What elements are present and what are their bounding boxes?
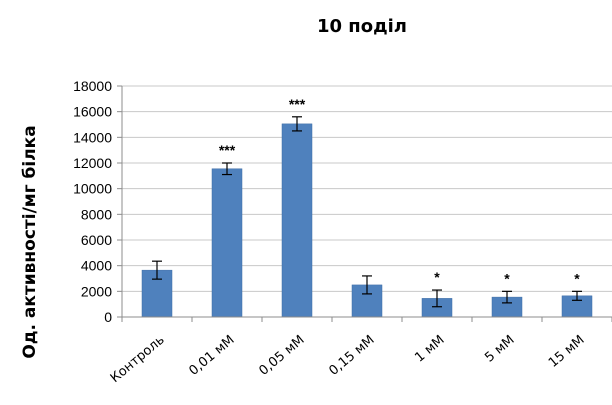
- y-tick-label: 18000: [73, 78, 112, 94]
- bar: [281, 123, 313, 318]
- y-axis-label: Од. активності/мг білка: [20, 125, 40, 358]
- y-tick-label: 4000: [81, 258, 112, 274]
- chart-title: 10 поділ: [317, 16, 407, 37]
- y-tick-label: 16000: [73, 104, 112, 120]
- axes: [117, 85, 612, 322]
- significance-label: *: [504, 270, 510, 286]
- significance-label: ***: [219, 142, 236, 158]
- x-tick-label: 5 мМ: [482, 333, 517, 366]
- y-tick-label: 14000: [73, 129, 112, 145]
- gridlines: [122, 85, 612, 318]
- y-tick-label: 10000: [73, 181, 112, 197]
- y-tick-label: 2000: [81, 283, 112, 299]
- x-tick-label: Контроль: [108, 333, 168, 387]
- x-tick-label: 0,15 мМ: [326, 333, 377, 379]
- significance-label: *: [434, 269, 440, 285]
- y-tick-label: 8000: [81, 206, 112, 222]
- y-axis-ticks: 0 2000 4000 6000 8000 10000 12000 14000 16000 180…: [73, 78, 112, 325]
- x-tick-label: 0,05 мМ: [256, 333, 307, 379]
- bar: [211, 168, 243, 318]
- x-tick-label: 15 мМ: [546, 333, 588, 371]
- y-tick-label: 0: [104, 309, 112, 325]
- bars: ******* * *: [141, 96, 593, 318]
- x-axis-ticks: Контроль 0,01 мМ 0,05 мМ 0,15 мМ 1 мМ 5 мМ 15 …: [108, 333, 588, 387]
- x-tick-label: 0,01 мМ: [186, 333, 237, 379]
- x-tick-label: 1 мМ: [412, 333, 447, 366]
- y-tick-label: 12000: [73, 155, 112, 171]
- significance-label: *: [574, 270, 580, 286]
- y-tick-label: 6000: [81, 232, 112, 248]
- significance-label: ***: [289, 96, 306, 112]
